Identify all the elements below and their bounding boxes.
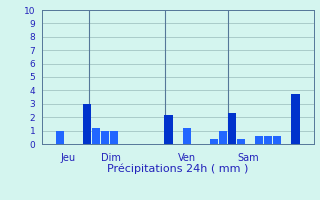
Bar	[228, 113, 236, 144]
Bar	[110, 131, 118, 144]
Bar	[101, 131, 109, 144]
Bar	[92, 128, 100, 144]
Text: Dim: Dim	[101, 153, 121, 163]
Text: Sam: Sam	[237, 153, 259, 163]
Text: Jeu: Jeu	[61, 153, 76, 163]
Bar	[292, 94, 300, 144]
Text: Ven: Ven	[178, 153, 196, 163]
Bar	[237, 139, 245, 144]
Bar	[273, 136, 281, 144]
Bar	[56, 131, 64, 144]
Bar	[183, 128, 191, 144]
Bar	[83, 104, 91, 144]
Bar	[255, 136, 263, 144]
X-axis label: Précipitations 24h ( mm ): Précipitations 24h ( mm )	[107, 163, 248, 174]
Bar	[164, 115, 172, 144]
Bar	[264, 136, 272, 144]
Bar	[210, 139, 218, 144]
Bar	[219, 131, 227, 144]
